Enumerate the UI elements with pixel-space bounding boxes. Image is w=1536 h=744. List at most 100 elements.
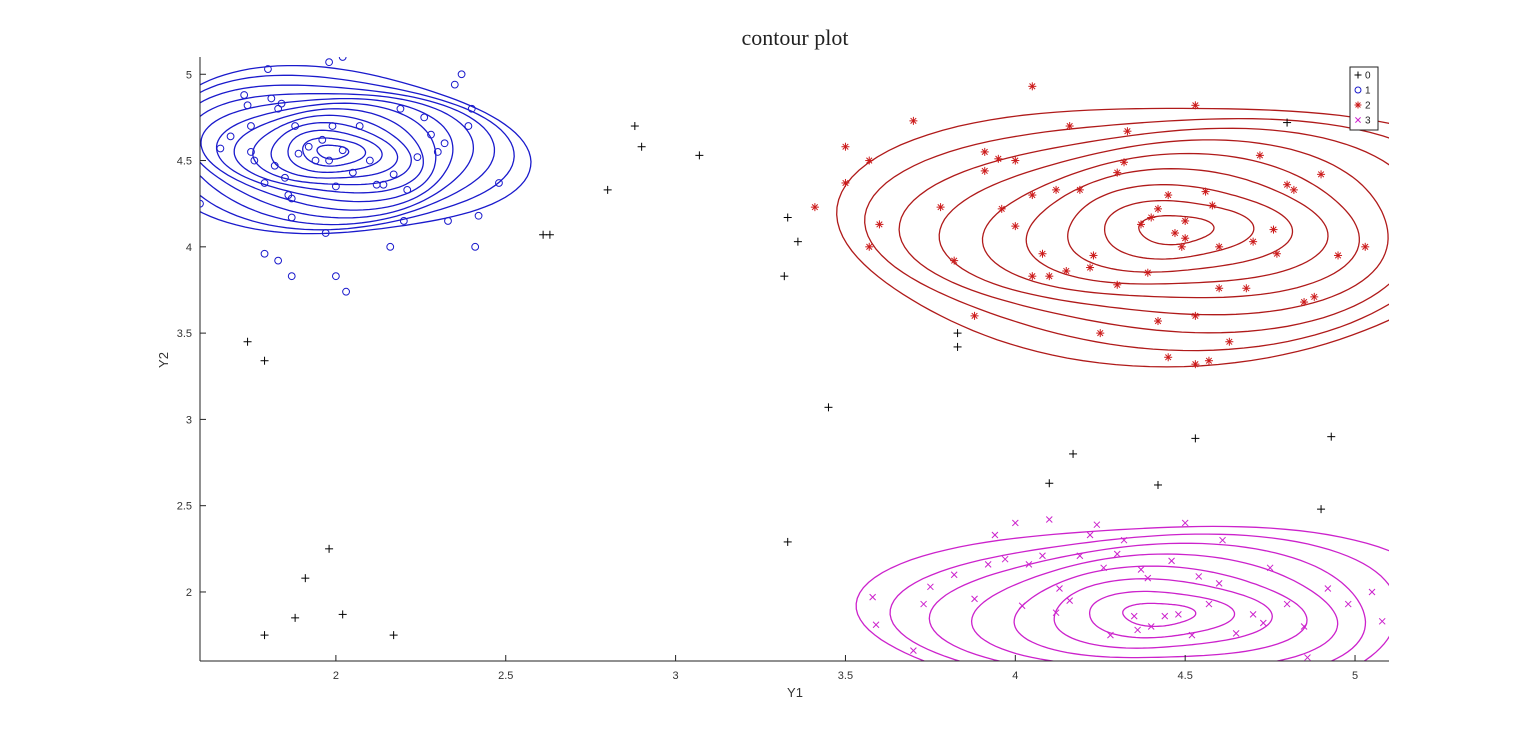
contour-line [200, 64, 532, 235]
data-point [637, 142, 646, 151]
data-point [1039, 552, 1046, 560]
data-point [294, 149, 303, 158]
contour-line [1103, 199, 1255, 260]
data-point [780, 272, 789, 281]
data-point [1219, 536, 1226, 544]
data-point [260, 631, 269, 640]
data-point [695, 151, 704, 160]
data-point [260, 249, 269, 258]
series-1 [200, 57, 503, 296]
legend-entry-label: 3 [1365, 116, 1371, 127]
contour-line [981, 152, 1360, 299]
data-point [338, 57, 347, 61]
data-point [291, 613, 300, 622]
data-point [1225, 337, 1234, 346]
data-point [1066, 597, 1074, 604]
data-point [200, 199, 204, 208]
data-point [274, 256, 283, 265]
data-point [984, 561, 992, 568]
data-point [1368, 588, 1376, 596]
data-point [1075, 185, 1084, 194]
data-point [1153, 480, 1162, 489]
data-point [810, 203, 819, 212]
data-point [464, 122, 473, 130]
data-point [427, 130, 435, 139]
data-point [1147, 213, 1156, 222]
data-point [1269, 225, 1278, 234]
data-point [1354, 101, 1362, 109]
y-tick-label: 2 [186, 587, 192, 599]
data-point [1170, 229, 1179, 238]
data-point [450, 80, 459, 89]
data-point [1300, 623, 1308, 630]
data-point [301, 574, 310, 583]
contour-line [200, 97, 454, 211]
data-point [403, 185, 412, 194]
data-point [264, 65, 272, 73]
data-point [1181, 519, 1189, 527]
axes: 2 2.5 3 3.5 4 4.5 5 2 2.5 3 3.5 4 4.5 5 [177, 57, 1389, 682]
data-point [1249, 611, 1257, 618]
data-point [1076, 552, 1084, 560]
series-0 [243, 118, 1336, 640]
data-point [243, 337, 252, 346]
y-tick-label: 3.5 [177, 328, 192, 340]
contour-line [1025, 168, 1329, 285]
x-tick-label: 2.5 [498, 670, 513, 682]
data-point [997, 204, 1006, 213]
data-point [1113, 168, 1122, 177]
series-2 [810, 82, 1370, 369]
data-point [1310, 292, 1319, 301]
data-point [1201, 187, 1210, 196]
data-point [1011, 156, 1020, 165]
data-point [1001, 555, 1009, 563]
y-axis-label: Y2 [156, 352, 171, 368]
data-point [247, 122, 255, 130]
data-point [1304, 654, 1311, 661]
contour-line [898, 127, 1389, 334]
data-point [1137, 566, 1145, 573]
data-point [1153, 204, 1162, 213]
data-point [1259, 619, 1267, 627]
y-tick-label: 5 [186, 69, 192, 81]
data-point [1378, 617, 1386, 625]
data-point [389, 631, 398, 640]
legend-entry-label: 0 [1365, 71, 1371, 82]
data-point [1361, 242, 1370, 251]
data-point [1289, 185, 1298, 194]
data-point [1093, 521, 1101, 529]
contour-line [302, 137, 367, 167]
contour-line [855, 525, 1389, 661]
data-point [1255, 151, 1264, 160]
data-point [1143, 268, 1152, 277]
data-point [216, 144, 225, 153]
x-tick-label: 4.5 [1178, 670, 1193, 682]
data-point [875, 220, 884, 229]
data-point [338, 146, 347, 155]
data-point [1272, 249, 1281, 258]
data-point [1065, 122, 1074, 131]
data-point [495, 179, 503, 187]
y-tick-label: 3 [186, 414, 192, 426]
data-point [1300, 298, 1309, 307]
data-point [1164, 353, 1173, 362]
data-point [1191, 101, 1200, 110]
data-point [1147, 623, 1155, 630]
data-point [1355, 117, 1361, 123]
data-point [1191, 434, 1200, 443]
data-point [413, 153, 422, 161]
contour-line [200, 93, 475, 219]
data-point [1215, 242, 1224, 251]
data-point [1208, 201, 1217, 210]
data-point [325, 544, 334, 553]
data-point [331, 182, 340, 191]
data-point [1249, 237, 1258, 246]
data-point [389, 170, 398, 179]
data-point [1086, 263, 1095, 272]
data-point [287, 194, 296, 203]
y-tick-label: 2.5 [177, 501, 192, 513]
data-point [1123, 127, 1132, 136]
chart-title: contour plot [742, 25, 849, 50]
data-point [910, 647, 917, 654]
data-point [331, 272, 340, 281]
